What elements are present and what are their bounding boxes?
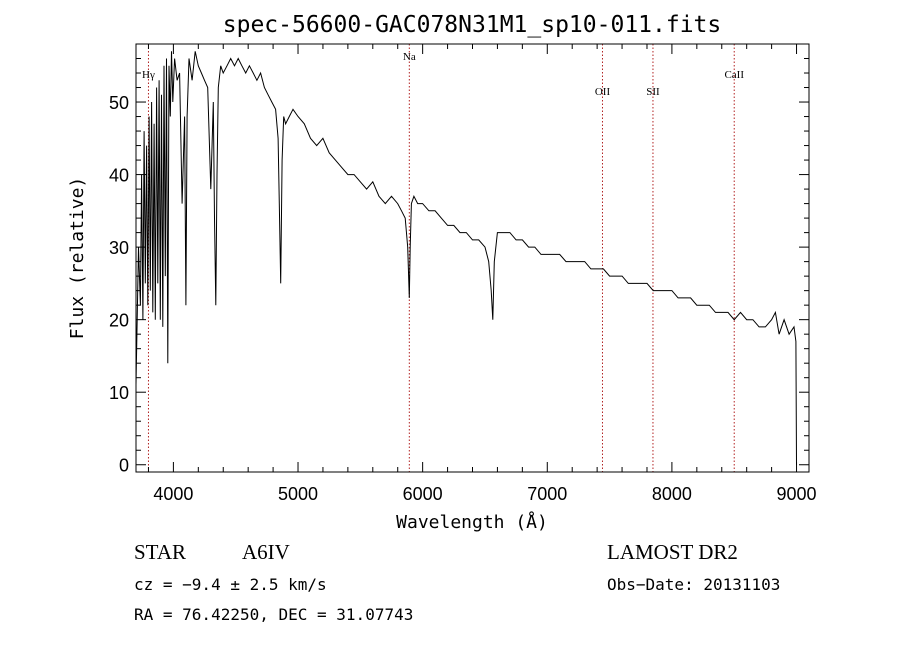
info-block: STAR A6IV LAMOST DR2 cz = −9.4 ± 2.5 km/…	[134, 540, 780, 624]
redshift-cz: cz = −9.4 ± 2.5 km/s	[134, 575, 327, 594]
ra-dec: RA = 76.42250, DEC = 31.07743	[134, 605, 413, 624]
reference-line-label: Na	[403, 51, 416, 63]
y-tick-label: 20	[109, 311, 129, 331]
obs-date: Obs−Date: 20131103	[607, 575, 780, 594]
plot-frame	[135, 43, 810, 473]
object-class: STAR	[134, 540, 186, 564]
spectrum-layer	[135, 51, 797, 465]
x-tick-label: 9000	[777, 484, 817, 504]
tick-layer: 4000 5000 6000 7000 8000 9000 0 10 20 30 40 50	[109, 44, 817, 504]
object-subclass: A6IV	[242, 540, 290, 564]
survey-name: LAMOST DR2	[607, 540, 738, 564]
y-tick-label: 50	[109, 93, 129, 113]
reference-line-label: CaII	[724, 69, 744, 81]
x-tick-label: 4000	[153, 484, 193, 504]
reference-line-label: OII	[595, 86, 611, 98]
x-tick-label: 7000	[527, 484, 567, 504]
y-axis-label: Flux (relative)	[67, 177, 88, 340]
chart-title: spec-56600-GAC078N31M1_sp10-011.fits	[223, 12, 722, 38]
x-axis-label: Wavelength (Å)	[396, 511, 548, 533]
spectrum-line	[135, 51, 797, 465]
vline-layer: Hγ Na OII SII CaII	[142, 44, 744, 472]
y-tick-label: 10	[109, 383, 129, 403]
y-tick-label: 30	[109, 238, 129, 258]
reference-line-label: SII	[646, 86, 660, 98]
x-tick-label: 5000	[278, 484, 318, 504]
reference-line-label: Hγ	[142, 69, 155, 81]
y-tick-label: 0	[119, 456, 129, 476]
x-tick-label: 6000	[403, 484, 443, 504]
y-tick-label: 40	[109, 166, 129, 186]
x-tick-label: 8000	[652, 484, 692, 504]
